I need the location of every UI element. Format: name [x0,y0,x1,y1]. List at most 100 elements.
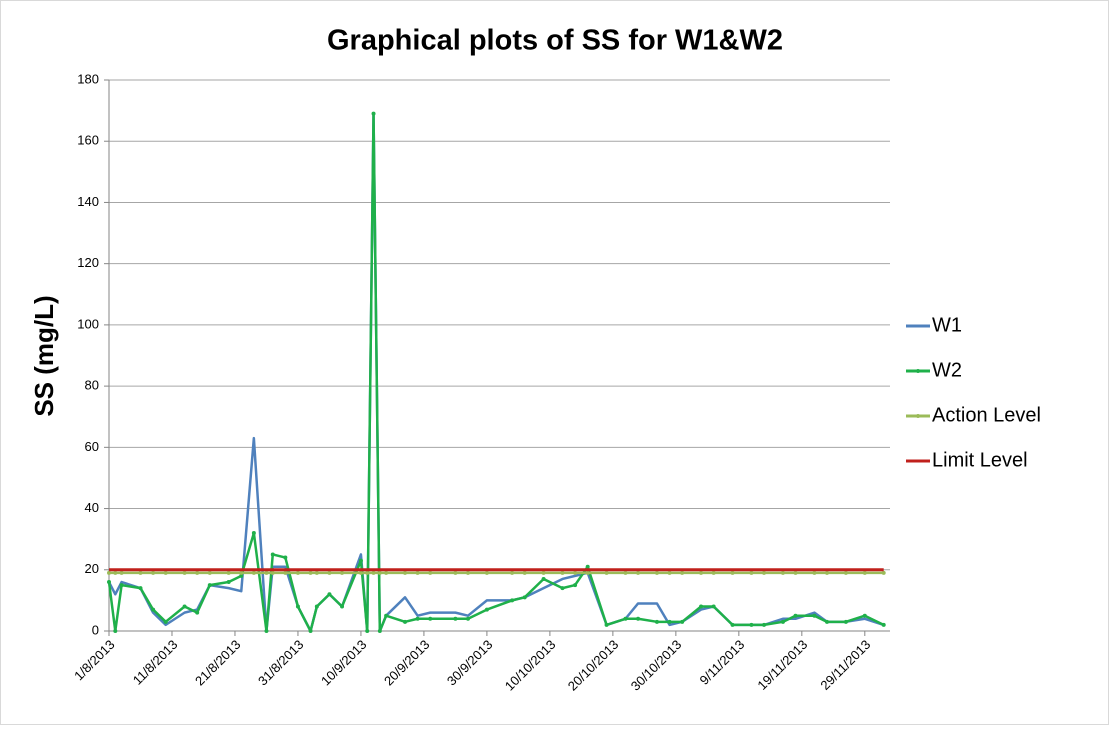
data-point [654,570,659,575]
data-point [340,570,345,575]
data-point [604,622,609,627]
data-point [466,570,471,575]
legend-marker [916,414,920,418]
legend-label: W2 [932,359,962,381]
data-point [239,573,244,578]
data-point [308,570,313,575]
data-point [264,570,269,575]
data-point [541,570,546,575]
data-point [699,604,704,609]
data-point [881,570,886,575]
data-point [680,570,685,575]
data-point [403,619,408,624]
data-point [327,592,332,597]
data-point [163,619,168,624]
legend-label: Limit Level [932,449,1028,471]
y-axis-label: SS (mg/L) [29,295,59,416]
data-point [560,570,565,575]
y-tick-label: 140 [77,194,99,209]
data-point [680,619,685,624]
data-point [711,570,716,575]
data-point [251,570,256,575]
data-point [207,583,212,588]
data-point [862,570,867,575]
data-point [825,619,830,624]
data-point [636,570,641,575]
y-tick-label: 100 [77,316,99,331]
data-point [251,531,256,536]
data-point [453,616,458,621]
y-tick-label: 80 [85,378,99,393]
data-point [560,586,565,591]
data-point [340,604,345,609]
data-point [428,570,433,575]
data-point [510,598,515,603]
data-point [264,629,269,633]
data-point [730,622,735,627]
data-point [358,570,363,575]
data-point [573,570,578,575]
data-point [384,570,389,575]
data-point [541,576,546,581]
y-tick-label: 60 [85,439,99,454]
data-point [151,570,156,575]
data-point [466,616,471,621]
data-point [585,564,590,569]
data-point [226,570,231,575]
data-point [403,570,408,575]
data-point [283,570,288,575]
data-point [138,586,143,591]
data-point [780,570,785,575]
data-point [358,558,363,563]
data-point [604,570,609,575]
data-point [749,570,754,575]
y-tick-label: 160 [77,133,99,148]
data-point [812,570,817,575]
data-point [377,629,382,633]
data-point [314,604,319,609]
data-point [270,552,275,557]
data-point [226,580,231,585]
data-point [107,580,111,585]
data-point [843,570,848,575]
data-point [573,583,578,588]
data-point [793,570,798,575]
data-point [207,570,212,575]
data-point [812,613,817,618]
data-point [711,604,716,609]
data-point [371,570,376,575]
y-tick-label: 0 [92,622,99,637]
y-tick-label: 180 [77,71,99,86]
data-point [365,629,370,633]
data-point [762,570,767,575]
data-point [636,616,641,621]
legend-label: W1 [932,314,962,336]
data-point [749,622,754,627]
chart-title: Graphical plots of SS for W1&W2 [327,25,783,57]
data-point [862,613,867,618]
data-point [195,610,200,615]
legend-label: Action Level [932,404,1041,426]
data-point [415,570,420,575]
data-point [283,555,288,560]
data-point [699,570,704,575]
data-point [793,613,798,618]
data-point [377,570,382,575]
y-tick-label: 20 [85,561,99,576]
legend-marker [916,369,920,373]
data-point [295,604,300,609]
data-point [415,616,420,621]
data-point [667,570,672,575]
data-point [384,613,389,618]
data-point [780,619,785,624]
data-point [843,619,848,624]
data-point [623,570,628,575]
data-point [308,629,313,633]
data-point [881,622,886,627]
y-tick-label: 120 [77,255,99,270]
data-point [762,622,767,627]
data-point [522,570,527,575]
data-point [522,595,527,600]
data-point [113,629,118,633]
